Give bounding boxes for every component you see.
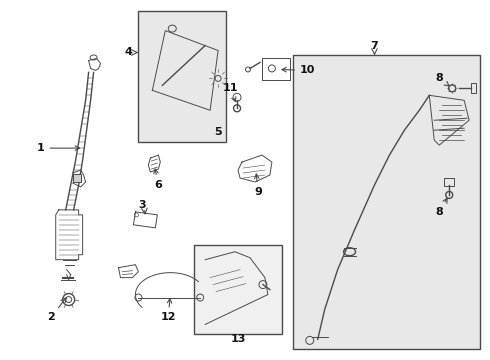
Bar xyxy=(194,245,282,334)
Text: 5: 5 xyxy=(214,127,222,137)
Text: 4: 4 xyxy=(124,48,132,58)
Text: 11: 11 xyxy=(222,84,238,102)
Bar xyxy=(444,178,454,186)
Text: 6: 6 xyxy=(154,169,162,190)
Text: 8: 8 xyxy=(436,73,449,86)
Text: 12: 12 xyxy=(161,298,176,323)
Text: 2: 2 xyxy=(47,298,66,323)
Text: 9: 9 xyxy=(254,174,262,197)
Bar xyxy=(471,84,476,93)
Text: 8: 8 xyxy=(436,198,447,217)
Bar xyxy=(293,55,480,349)
Bar xyxy=(138,11,226,142)
Text: 3: 3 xyxy=(139,200,146,210)
Text: 13: 13 xyxy=(230,334,245,345)
Text: 10: 10 xyxy=(282,66,316,76)
Text: 7: 7 xyxy=(370,41,378,50)
Bar xyxy=(73,174,81,182)
Text: 1: 1 xyxy=(37,143,79,153)
